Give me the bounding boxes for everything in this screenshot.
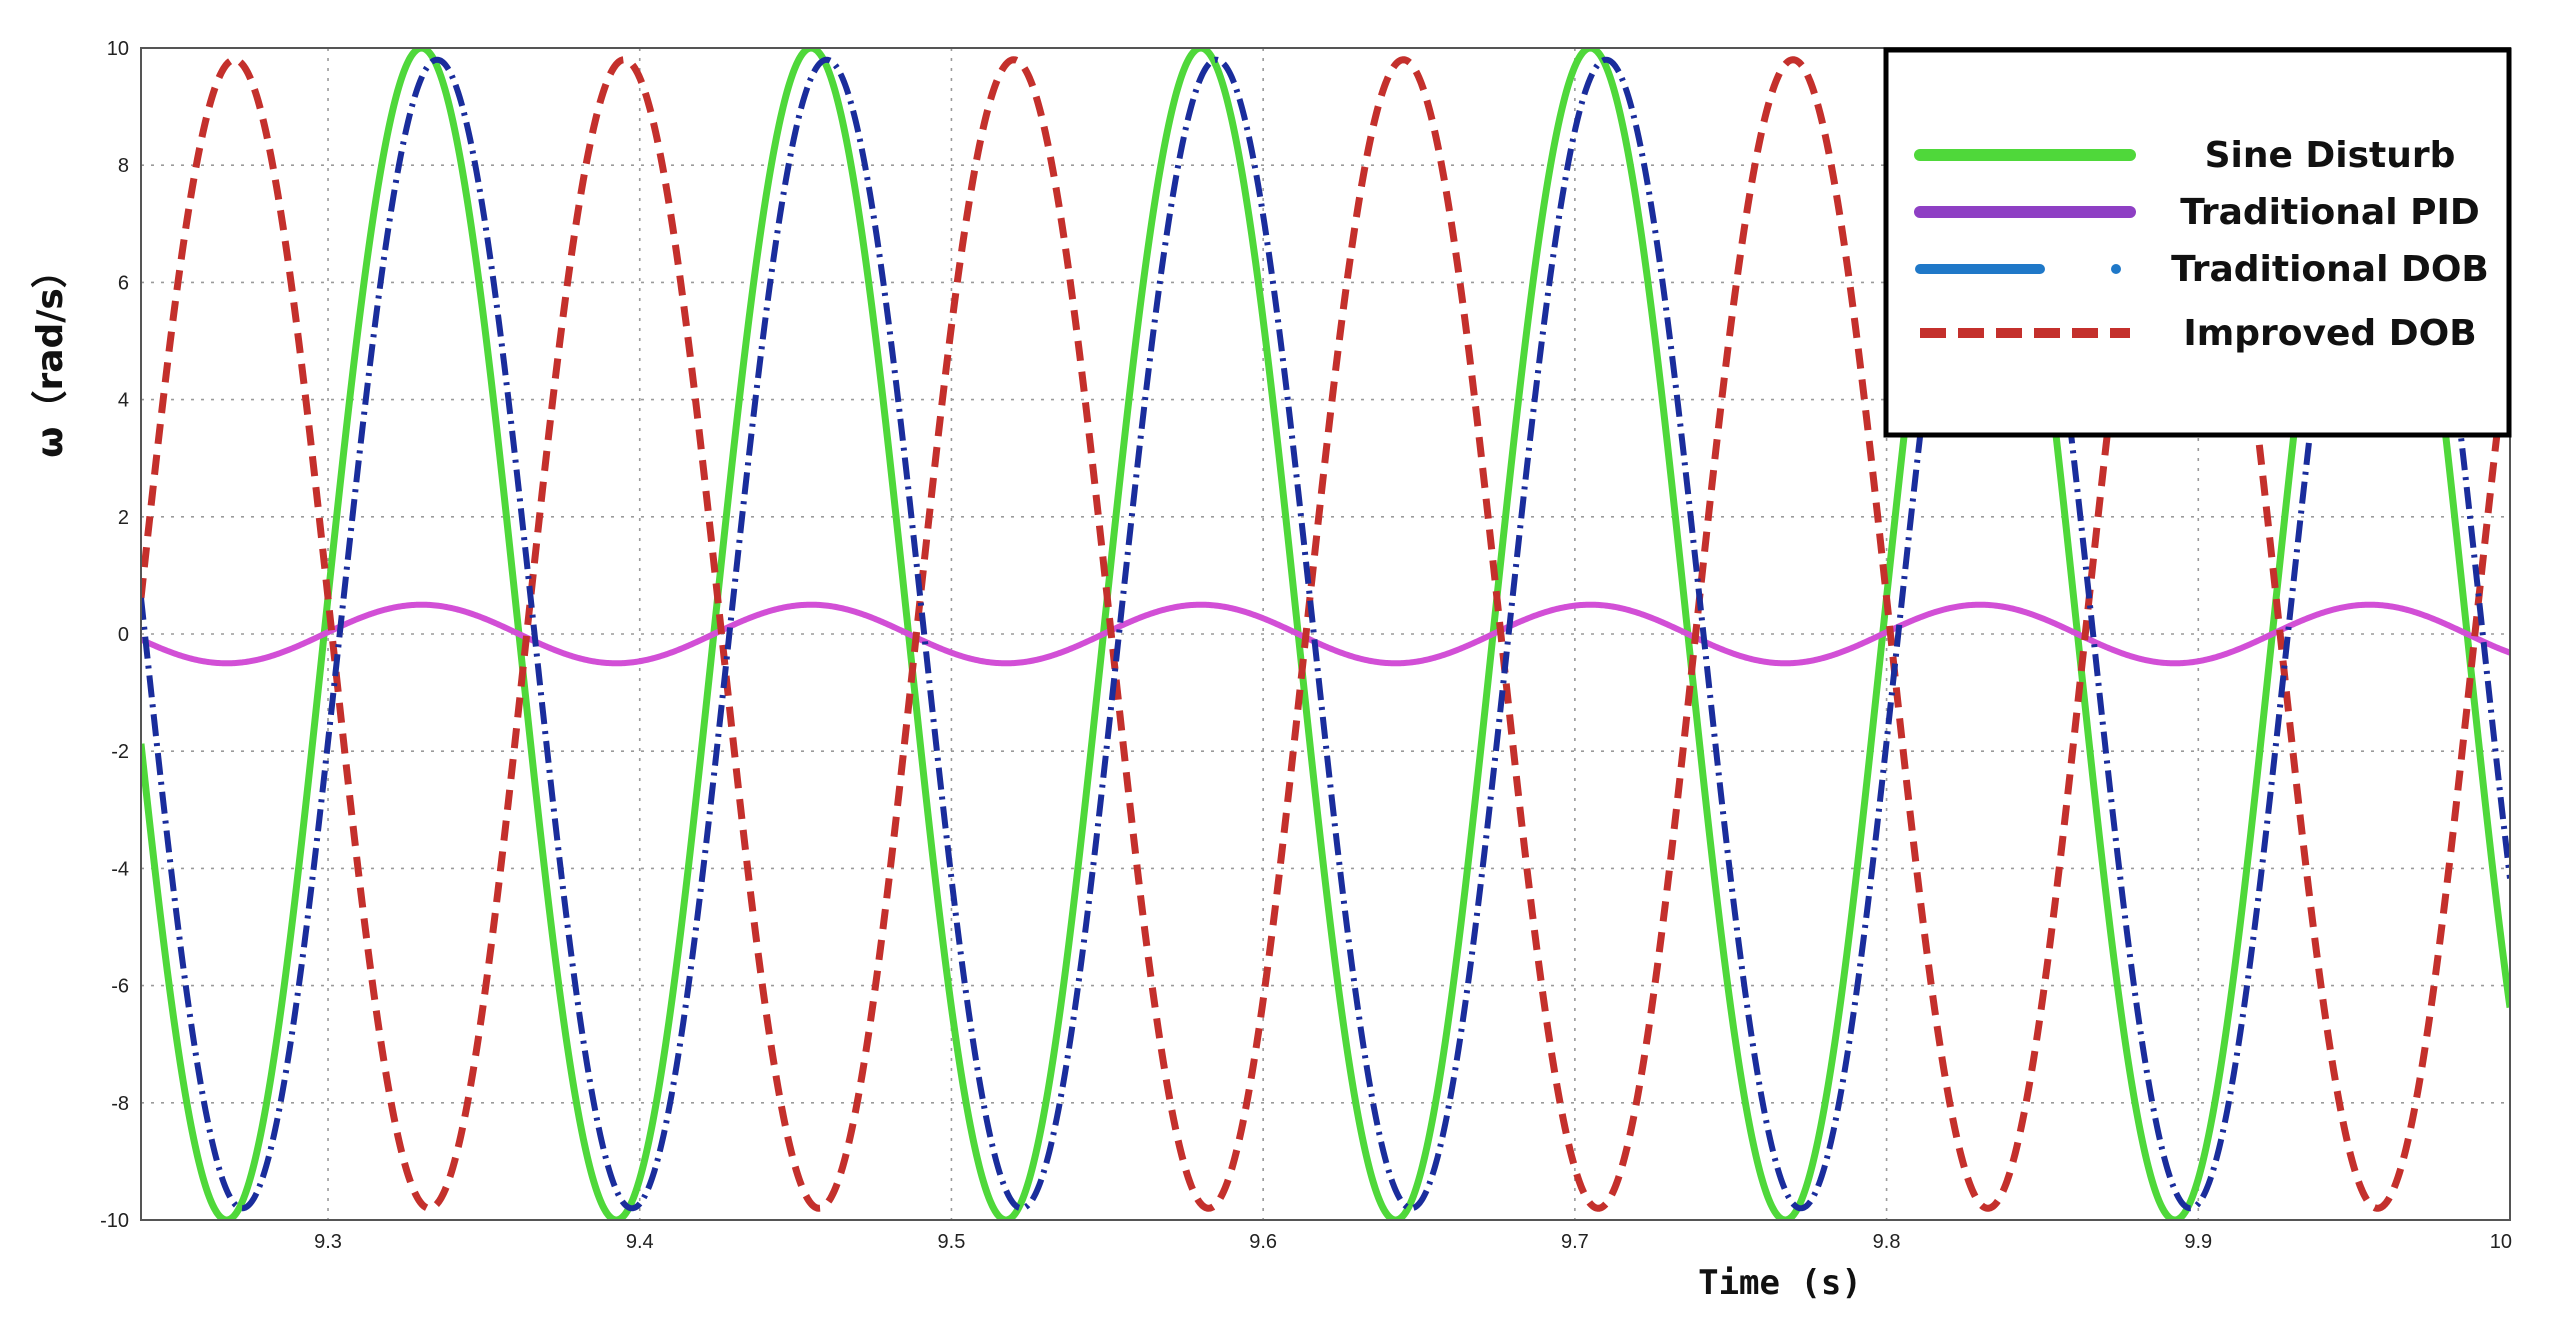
y-tick-label: -4 xyxy=(111,858,129,880)
y-tick-label: 6 xyxy=(118,272,129,294)
legend-label-improved-dob: Improved DOB xyxy=(2183,313,2476,354)
series-line-improved-dob xyxy=(141,56,2510,1212)
tick-labels: 10 8 6 4 2 0 -2 -4 -6 -8 -10 9.3 9.4 9.5 9.6 9.7 9.8 9.9 1… xyxy=(100,38,2512,1253)
y-tick-label: 8 xyxy=(118,155,129,177)
x-tick-label: 9.9 xyxy=(2184,1231,2212,1253)
y-tick-label: -2 xyxy=(111,741,129,763)
legend-box xyxy=(1883,47,2512,438)
y-tick-label: 0 xyxy=(118,624,129,646)
plot-frame xyxy=(140,47,2511,1221)
legend-label-sine-disturb: Sine Disturb xyxy=(2205,135,2456,176)
x-tick-label: 9.8 xyxy=(1873,1231,1901,1253)
series-line-sine-disturb xyxy=(141,48,2510,1220)
x-tick-label: 10 xyxy=(2490,1231,2512,1253)
x-tick-label: 9.7 xyxy=(1561,1231,1589,1253)
y-tick-label: -8 xyxy=(111,1093,129,1115)
x-tick-label: 9.4 xyxy=(626,1231,654,1253)
series-layer xyxy=(141,48,2510,1220)
x-axis-title: Time (s) xyxy=(1698,1263,1862,1303)
y-tick-label: -10 xyxy=(100,1210,129,1232)
x-tick-label: 9.5 xyxy=(938,1231,966,1253)
legend: Sine Disturb Traditional PID Traditional D… xyxy=(1883,47,2512,438)
legend-label-traditional-dob: Traditional DOB xyxy=(2171,249,2489,290)
y-axis-title: ω（rad/s） xyxy=(30,252,71,458)
y-tick-label: 4 xyxy=(118,390,129,412)
x-tick-label: 9.3 xyxy=(314,1231,342,1253)
legend-swatch-dot-traditional-dob xyxy=(2111,264,2121,274)
x-tick-label: 9.6 xyxy=(1249,1231,1277,1253)
y-tick-label: -6 xyxy=(111,976,129,998)
y-tick-label: 10 xyxy=(107,38,129,60)
legend-label-traditional-pid: Traditional PID xyxy=(2180,192,2480,233)
series-line-traditional-dob xyxy=(141,56,2510,1212)
y-tick-label: 2 xyxy=(118,507,129,529)
